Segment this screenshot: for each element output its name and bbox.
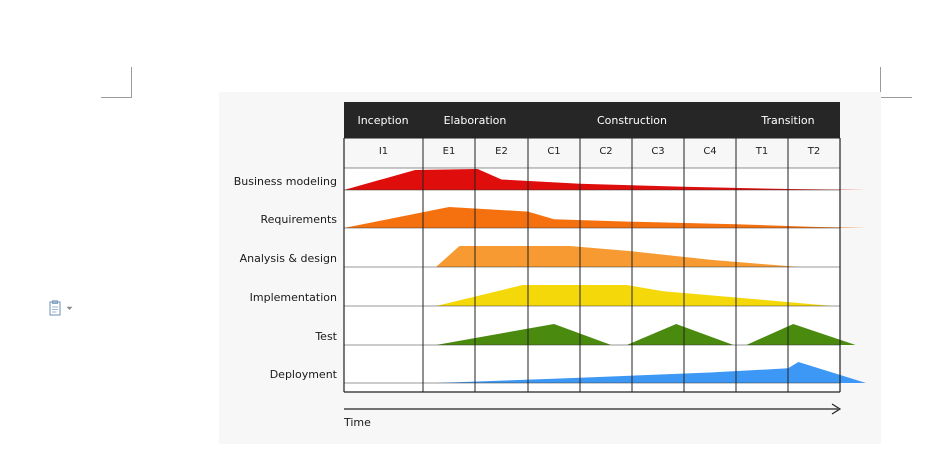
iteration-label: C4 bbox=[703, 146, 716, 157]
discipline-label: Business modeling bbox=[234, 175, 337, 188]
iteration-label: E1 bbox=[443, 146, 456, 157]
iteration-label: C3 bbox=[651, 146, 664, 157]
discipline-label: Analysis & design bbox=[240, 252, 337, 265]
phase-label: Elaboration bbox=[444, 114, 507, 127]
phase-label: Construction bbox=[597, 114, 667, 127]
iteration-label: T1 bbox=[755, 146, 768, 157]
page-corner-mark bbox=[101, 97, 132, 98]
diagram-canvas: Inception Elaboration Construction Transiti… bbox=[234, 102, 866, 429]
iteration-label: I1 bbox=[379, 146, 388, 157]
discipline-label: Implementation bbox=[250, 291, 337, 304]
discipline-label: Deployment bbox=[270, 368, 338, 381]
iteration-label: T2 bbox=[807, 146, 820, 157]
discipline-hump bbox=[436, 362, 866, 383]
rup-hump-diagram[interactable]: Inception Elaboration Construction Transiti… bbox=[219, 92, 881, 444]
discipline-label: Test bbox=[314, 330, 337, 343]
chevron-down-icon bbox=[66, 306, 73, 311]
discipline-hump bbox=[436, 324, 856, 345]
discipline-label: Requirements bbox=[261, 213, 338, 226]
phase-header-band bbox=[344, 102, 840, 138]
time-arrow-head bbox=[831, 403, 842, 415]
phase-label: Inception bbox=[357, 114, 408, 127]
discipline-hump bbox=[436, 246, 799, 267]
iteration-label: C1 bbox=[547, 146, 560, 157]
phase-label: Transition bbox=[760, 114, 814, 127]
page-corner-mark bbox=[131, 67, 132, 97]
grid-background bbox=[344, 168, 840, 392]
iteration-label: E2 bbox=[495, 146, 508, 157]
paste-options-icon bbox=[48, 300, 62, 316]
iteration-label: C2 bbox=[599, 146, 612, 157]
time-axis-label: Time bbox=[343, 416, 371, 429]
page-corner-mark bbox=[880, 97, 912, 98]
page-corner-mark bbox=[880, 67, 881, 97]
paste-options-button[interactable] bbox=[48, 299, 80, 317]
discipline-hump bbox=[436, 285, 833, 306]
